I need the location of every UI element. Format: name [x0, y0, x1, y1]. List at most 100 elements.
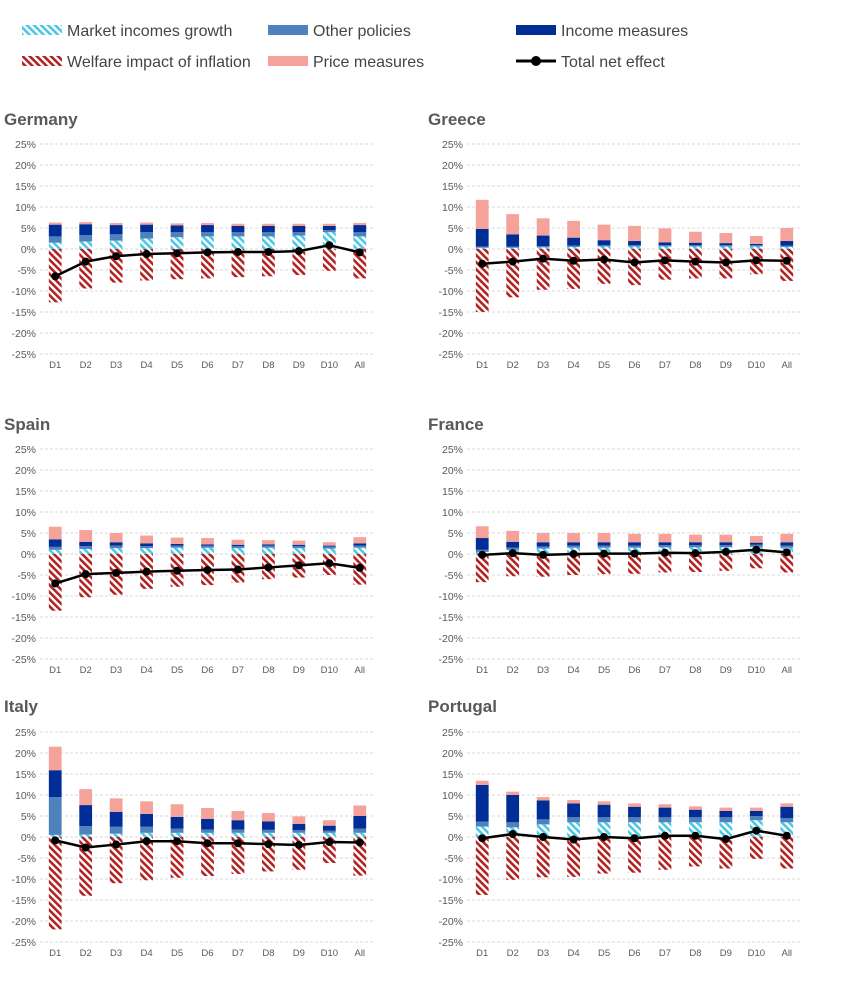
total-net-effect-point: [81, 570, 90, 579]
chart-title: Germany: [4, 110, 78, 129]
bar-welfare-impact-of-inflation: [567, 554, 580, 575]
chart-greece: Greece -25% -20% -15% -10% -5% 0% 5% 10% 15% 20% 25…: [428, 110, 802, 371]
legend-label-other: Other policies: [313, 23, 411, 40]
bar-other-policies: [79, 546, 93, 549]
bar-other-policies: [353, 828, 367, 833]
y-tick-label: 5%: [21, 811, 36, 823]
bar-income-measures: [475, 784, 489, 822]
bar-other-policies: [262, 232, 275, 237]
bar-market-incomes-growth: [567, 246, 580, 249]
bar-income-measures: [780, 241, 794, 246]
total-net-effect-point: [630, 834, 639, 843]
y-tick-label: -15%: [11, 612, 36, 624]
bar-income-measures: [140, 813, 153, 827]
total-net-effect-point: [203, 248, 212, 257]
total-net-effect-point: [630, 549, 639, 558]
total-net-effect-point: [203, 565, 212, 574]
y-tick-label: -20%: [438, 328, 463, 340]
y-tick-label: -20%: [11, 916, 36, 928]
bar-other-policies: [79, 235, 93, 242]
bar-price-measures: [536, 218, 550, 236]
y-tick-label: -20%: [11, 328, 36, 340]
bar-other-policies: [170, 232, 184, 238]
y-tick-label: -5%: [444, 265, 463, 277]
total-net-effect-point: [325, 241, 334, 250]
y-tick-label: 25%: [15, 444, 36, 456]
x-tick-label: D5: [598, 665, 610, 676]
bar-other-policies: [567, 817, 580, 823]
bar-other-policies: [231, 232, 245, 237]
bar-other-policies: [140, 232, 153, 239]
x-tick-label: D1: [476, 665, 488, 676]
bar-other-policies: [749, 816, 763, 821]
total-net-effect-point: [721, 835, 730, 844]
bar-market-incomes-growth: [262, 236, 275, 249]
bar-market-incomes-growth: [231, 832, 245, 837]
bar-welfare-impact-of-inflation: [262, 249, 275, 277]
y-tick-label: 5%: [21, 223, 36, 235]
bar-market-incomes-growth: [48, 834, 62, 837]
bar-other-policies: [292, 830, 306, 833]
legend-item-total: Total net effect: [516, 54, 665, 71]
bar-welfare-impact-of-inflation: [780, 249, 794, 281]
legend-swatch-market: [22, 25, 62, 35]
x-tick-label: D6: [201, 948, 213, 959]
bar-welfare-impact-of-inflation: [536, 554, 550, 577]
bar-welfare-impact-of-inflation: [48, 837, 62, 930]
bar-income-measures: [536, 800, 550, 820]
chart-germany: Germany -25% -20% -15% -10% -5% 0% 5% 10% 15% 20% 2…: [4, 110, 375, 371]
y-tick-label: 15%: [442, 769, 463, 781]
bar-other-policies: [628, 245, 641, 247]
x-tick-label: D3: [110, 665, 122, 676]
bar-income-measures: [628, 806, 641, 818]
y-tick-label: 25%: [442, 139, 463, 151]
bar-price-measures: [689, 534, 702, 543]
bar-income-measures: [689, 242, 702, 246]
bar-welfare-impact-of-inflation: [719, 554, 733, 571]
legend-swatch-price: [268, 56, 308, 66]
bar-welfare-impact-of-inflation: [628, 837, 641, 873]
total-net-effect-point: [51, 579, 60, 588]
bar-price-measures: [719, 534, 733, 543]
bar-other-policies: [628, 545, 641, 548]
y-tick-label: -15%: [11, 307, 36, 319]
bar-other-policies: [780, 818, 794, 823]
bar-other-policies: [506, 547, 520, 550]
x-tick-label: D2: [507, 948, 519, 959]
total-net-effect-point: [782, 831, 791, 840]
x-tick-label: All: [781, 665, 792, 676]
x-tick-label: D4: [141, 948, 153, 959]
bar-income-measures: [48, 224, 62, 237]
bar-welfare-impact-of-inflation: [597, 249, 611, 284]
bar-price-measures: [170, 223, 184, 226]
legend-label-total: Total net effect: [561, 54, 665, 71]
legend: Market incomes growth Other policies Inc…: [22, 23, 688, 71]
bar-income-measures: [322, 825, 336, 831]
bar-welfare-impact-of-inflation: [597, 554, 611, 575]
bar-income-measures: [140, 543, 153, 547]
bar-welfare-impact-of-inflation: [567, 249, 580, 289]
bar-market-incomes-growth: [689, 822, 702, 837]
total-net-effect-point: [294, 561, 303, 570]
bar-price-measures: [749, 235, 763, 244]
legend-label-price: Price measures: [313, 54, 424, 71]
total-net-effect-point: [660, 256, 669, 265]
x-tick-label: D8: [262, 360, 274, 371]
bar-market-incomes-growth: [536, 247, 550, 249]
y-tick-label: -15%: [438, 895, 463, 907]
bar-income-measures: [689, 809, 702, 818]
bar-other-policies: [597, 245, 611, 247]
bar-welfare-impact-of-inflation: [353, 837, 367, 876]
bar-price-measures: [109, 533, 123, 543]
bar-market-incomes-growth: [140, 832, 153, 837]
total-net-effect-point: [569, 256, 578, 265]
y-tick-label: -15%: [11, 895, 36, 907]
bar-other-policies: [140, 546, 153, 549]
bar-welfare-impact-of-inflation: [201, 249, 214, 279]
total-net-effect-point: [508, 549, 517, 558]
total-net-effect-point: [691, 831, 700, 840]
bar-other-policies: [292, 546, 306, 549]
x-tick-label: D2: [80, 948, 92, 959]
x-tick-label: D10: [748, 665, 765, 676]
y-tick-label: 5%: [448, 811, 463, 823]
